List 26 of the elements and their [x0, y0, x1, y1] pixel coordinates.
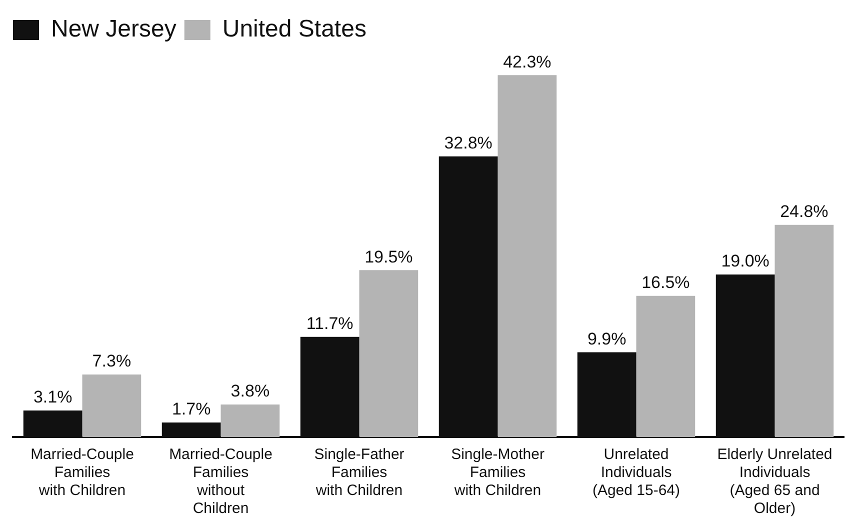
x-tick-label: Unrelated Individuals (Aged 15-64)	[592, 446, 680, 500]
data-label: 11.7%	[306, 314, 354, 334]
bar	[82, 374, 142, 437]
bar	[774, 224, 834, 437]
x-tick-label: Single-Mother Families with Children	[451, 446, 544, 500]
data-label: 9.9%	[587, 329, 626, 348]
data-label: 32.8%	[444, 134, 492, 153]
legend-label: New Jersey	[51, 16, 176, 43]
x-tick-label: Married-Couple Families with Children	[30, 446, 134, 500]
data-label: 1.7%	[172, 400, 211, 419]
data-label: 3.8%	[230, 382, 270, 401]
x-tick-label: Elderly Unrelated Individuals (Aged 65 and Older)	[717, 446, 832, 518]
data-label: 19.5%	[364, 247, 413, 266]
x-tick-label: Single-Father Families with Children	[314, 446, 404, 500]
bar	[359, 270, 418, 437]
bar	[498, 75, 557, 437]
x-tick-label: Married-Couple Families without Children	[169, 446, 272, 518]
bar	[220, 404, 280, 437]
data-label: 19.0%	[721, 252, 770, 271]
data-label: 42.3%	[503, 52, 552, 72]
data-label: 24.8%	[780, 202, 828, 222]
data-label: 16.5%	[642, 273, 690, 292]
data-label: 7.3%	[92, 352, 132, 371]
bar	[636, 296, 696, 437]
legend-label: United States	[222, 16, 366, 43]
data-label: 3.1%	[33, 388, 72, 407]
